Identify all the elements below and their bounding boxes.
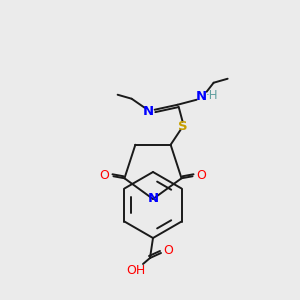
Text: N: N — [196, 90, 207, 103]
Text: O: O — [196, 169, 206, 182]
Text: O: O — [163, 244, 173, 256]
Text: N: N — [143, 105, 154, 118]
Text: O: O — [100, 169, 110, 182]
Text: OH: OH — [126, 263, 146, 277]
Text: ·H: ·H — [206, 89, 218, 102]
Text: S: S — [178, 120, 188, 133]
Text: N: N — [147, 193, 159, 206]
